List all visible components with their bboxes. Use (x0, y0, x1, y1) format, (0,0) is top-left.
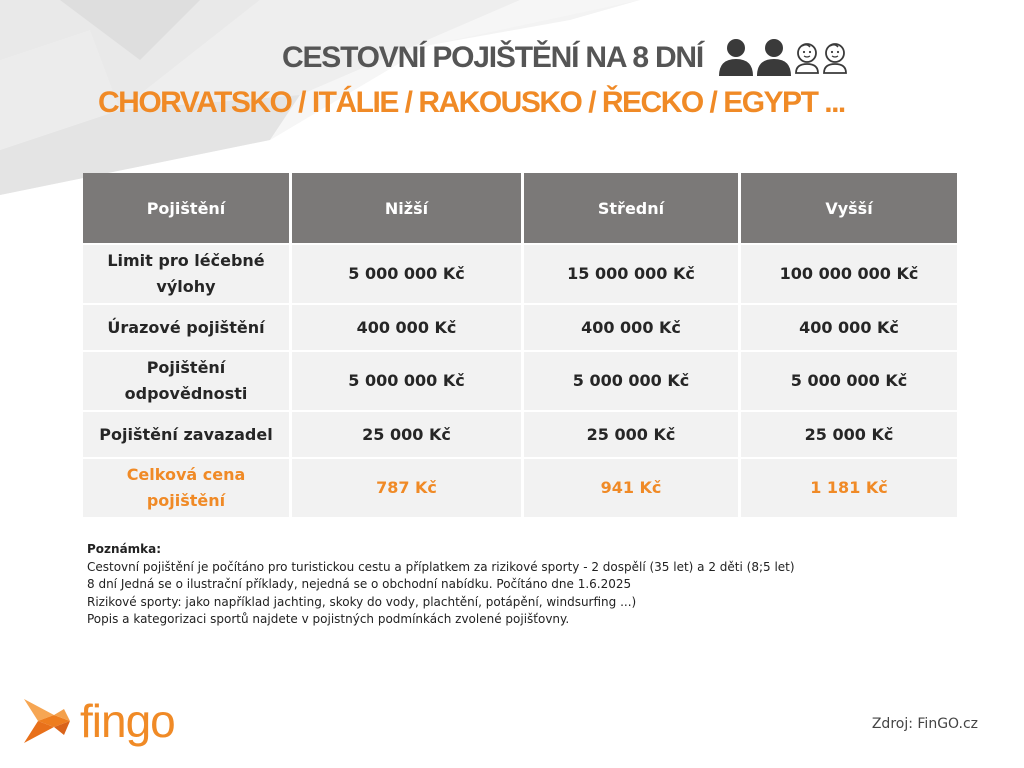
page-subtitle: CHORVATSKO / ITÁLIE / RAKOUSKO / ŘECKO /… (98, 86, 846, 119)
table-row: Pojištění zavazadel 25 000 Kč 25 000 Kč … (83, 412, 957, 457)
title-row: CESTOVNÍ POJIŠTĚNÍ NA 8 DNÍ (282, 36, 849, 80)
row-label: Pojištění zavazadel (83, 412, 289, 457)
column-header-higher: Vyšší (741, 173, 957, 243)
child-icon (823, 43, 847, 74)
total-label: Celková cena pojištění (83, 459, 289, 517)
note-line: Rizikové sporty: jako například jachting… (87, 594, 637, 609)
row-label: Úrazové pojištění (83, 305, 289, 350)
family-icons (717, 38, 849, 78)
cell-value: 15 000 000 Kč (524, 245, 738, 303)
cell-value: 25 000 Kč (524, 412, 738, 457)
total-price-row: Celková cena pojištění 787 Kč 941 Kč 1 1… (83, 459, 957, 517)
table-row: Limit pro léčebné výlohy 5 000 000 Kč 15… (83, 245, 957, 303)
cell-value: 100 000 000 Kč (741, 245, 957, 303)
cell-value: 5 000 000 Kč (292, 245, 521, 303)
note-line: Popis a kategorizaci sportů najdete v po… (87, 612, 570, 626)
note-block: Poznámka: Cestovní pojištění je počítáno… (87, 541, 947, 629)
cell-value: 5 000 000 Kč (741, 352, 957, 410)
row-label: Pojištění odpovědnosti (83, 352, 289, 410)
cell-value: 25 000 Kč (741, 412, 957, 457)
cell-value: 400 000 Kč (741, 305, 957, 350)
total-value: 787 Kč (292, 459, 521, 517)
page-title: CESTOVNÍ POJIŠTĚNÍ NA 8 DNÍ (282, 41, 704, 74)
row-label: Limit pro léčebné výlohy (83, 245, 289, 303)
note-heading: Poznámka: (87, 542, 162, 556)
child-icon (795, 43, 819, 74)
source-label: Zdroj: FinGO.cz (871, 716, 978, 732)
cell-value: 25 000 Kč (292, 412, 521, 457)
insurance-table: Pojištění Nižší Střední Vyšší Limit pro … (80, 171, 960, 519)
cell-value: 400 000 Kč (524, 305, 738, 350)
table-row: Úrazové pojištění 400 000 Kč 400 000 Kč … (83, 305, 957, 350)
column-header-lower: Nižší (292, 173, 521, 243)
logo-text: fingo (80, 695, 176, 747)
table-row: Pojištění odpovědnosti 5 000 000 Kč 5 00… (83, 352, 957, 410)
column-header-middle: Střední (524, 173, 738, 243)
adult-icon (719, 39, 754, 76)
adult-icon (757, 39, 792, 76)
note-line: Cestovní pojištění je počítáno pro turis… (87, 559, 795, 574)
total-value: 1 181 Kč (741, 459, 957, 517)
table-header-row: Pojištění Nižší Střední Vyšší (83, 173, 957, 243)
fish-logo-icon (24, 699, 70, 743)
total-value: 941 Kč (524, 459, 738, 517)
cell-value: 400 000 Kč (292, 305, 521, 350)
cell-value: 5 000 000 Kč (292, 352, 521, 410)
fingo-logo: fingo (24, 693, 176, 749)
cell-value: 5 000 000 Kč (524, 352, 738, 410)
column-header-insurance: Pojištění (83, 173, 289, 243)
note-line: 8 dní Jedná se o ilustrační příklady, ne… (87, 577, 632, 591)
